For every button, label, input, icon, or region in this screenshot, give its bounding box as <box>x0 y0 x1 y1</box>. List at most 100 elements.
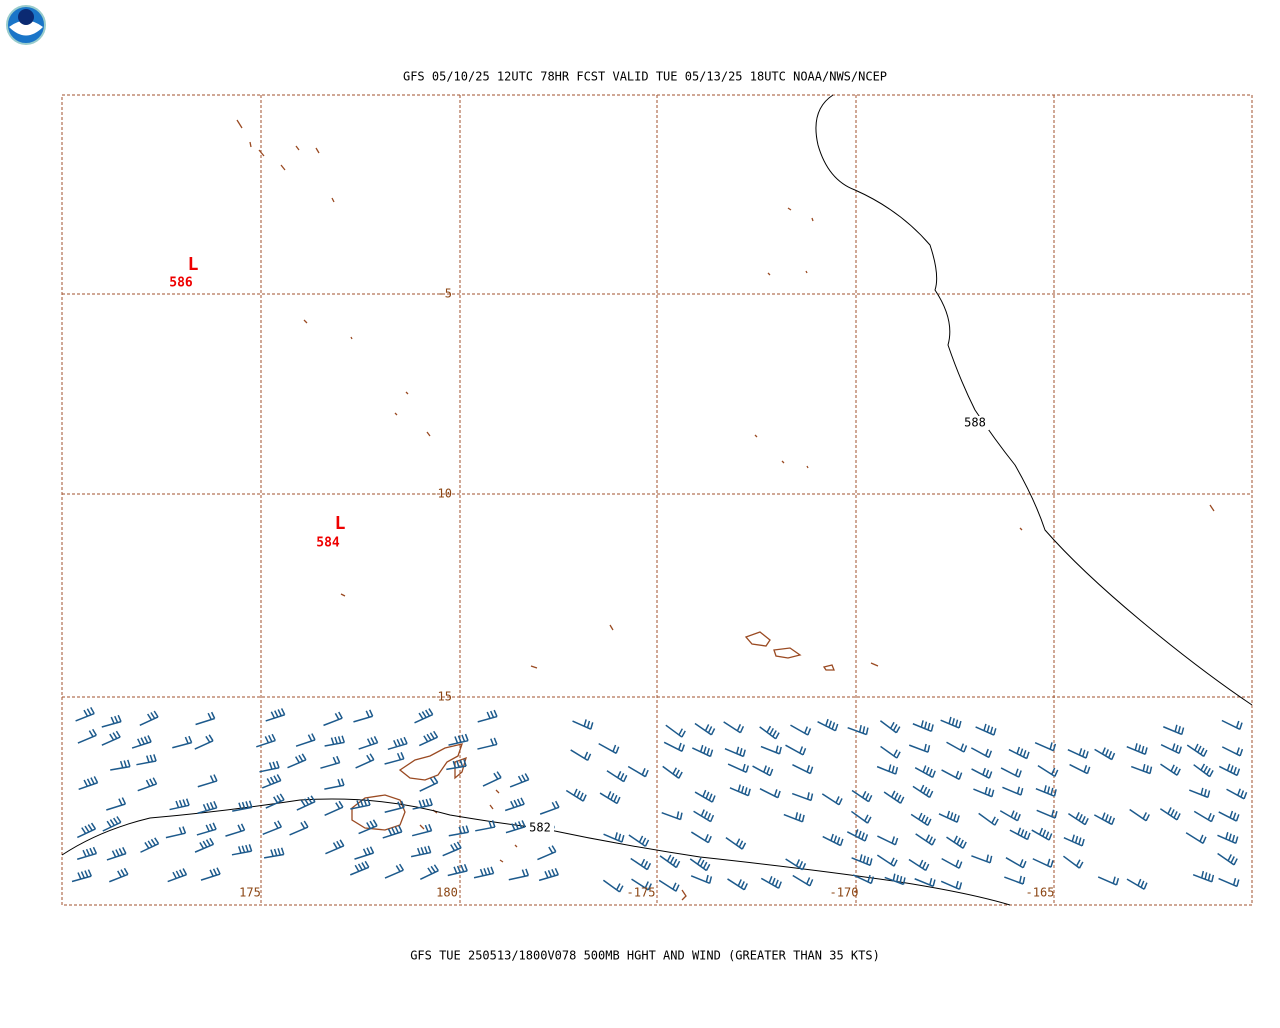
wind-barb <box>1221 746 1244 757</box>
contour-label: 588 <box>964 416 986 430</box>
wind-barb <box>1192 870 1215 883</box>
wind-barb <box>106 797 127 811</box>
wind-barb <box>263 847 285 859</box>
wind-barb <box>1067 748 1089 759</box>
wind-barb <box>106 846 127 861</box>
wind-barb <box>908 858 930 872</box>
wind-barb <box>197 774 218 788</box>
wind-barb <box>136 754 157 766</box>
wind-barb <box>384 863 404 879</box>
wind-barb <box>724 746 746 758</box>
wind-barb <box>846 829 869 842</box>
wind-barb <box>565 788 587 802</box>
wind-barb <box>194 734 214 750</box>
wind-barb <box>194 837 215 853</box>
wind-barb <box>110 759 131 771</box>
wind-barb <box>473 866 495 879</box>
wind-barb <box>1094 747 1116 761</box>
wind-barb <box>538 868 559 882</box>
wind-barb <box>505 820 526 834</box>
wind-barb <box>1063 855 1084 869</box>
wind-barb <box>387 736 408 751</box>
wind-barb <box>419 776 439 792</box>
wind-barb <box>790 724 812 736</box>
wind-barb <box>131 735 152 749</box>
wind-barb <box>1193 763 1214 778</box>
wind-barb <box>195 711 216 726</box>
wind-barb <box>631 878 652 891</box>
wind-barb <box>382 825 403 839</box>
wind-barb <box>448 733 469 746</box>
wind-barb <box>606 770 628 783</box>
wind-barb <box>1186 743 1208 757</box>
wind-barb <box>1130 763 1153 775</box>
wind-barb <box>261 774 282 789</box>
wind-barb <box>914 877 936 888</box>
wind-barb <box>603 832 625 843</box>
wind-barb <box>232 800 253 812</box>
map-title: GFS 05/10/25 12UTC 78HR FCST VALID TUE 0… <box>403 70 887 84</box>
wind-barb <box>938 810 960 823</box>
wind-barb <box>1185 832 1207 844</box>
contour-label-bg <box>526 821 554 835</box>
wind-barb <box>1093 812 1116 826</box>
wind-barb <box>851 789 873 803</box>
wind-barb <box>102 816 122 832</box>
wind-barb <box>1160 763 1181 776</box>
wind-barb <box>537 845 557 861</box>
wind-barb <box>1129 808 1150 822</box>
wind-barb <box>504 797 525 812</box>
wind-barb <box>477 737 498 750</box>
wind-barb <box>910 812 932 826</box>
wind-barb <box>941 857 963 869</box>
wind-barb <box>876 854 898 867</box>
wind-barb <box>752 765 774 777</box>
low-value: 584 <box>316 536 340 551</box>
wind-barb <box>442 841 462 857</box>
wind-barb <box>1069 763 1091 775</box>
wind-barb <box>792 764 814 775</box>
wind-barb <box>880 745 901 759</box>
wind-barb <box>821 793 843 806</box>
wind-barb <box>139 710 159 726</box>
latitude-label: -15 <box>430 690 452 704</box>
wind-barb <box>970 747 993 759</box>
wind-barb <box>1005 857 1027 869</box>
wind-barb <box>852 874 875 885</box>
wind-barb <box>101 730 121 746</box>
wind-barb <box>694 722 716 736</box>
wind-barb <box>941 769 963 780</box>
wind-barb <box>265 708 286 722</box>
wind-barb <box>196 822 217 836</box>
wind-barb <box>822 833 844 847</box>
wind-barb <box>1009 827 1031 841</box>
wind-barb <box>1159 807 1181 821</box>
wind-barb <box>665 724 686 738</box>
longitude-label: -175 <box>627 886 656 900</box>
wind-barb <box>448 825 470 837</box>
wind-barb <box>1032 858 1054 868</box>
wind-barb <box>262 820 282 836</box>
wind-barb <box>1218 763 1241 777</box>
wind-barb <box>1008 746 1030 760</box>
wind-barb <box>1034 742 1057 752</box>
wind-barb <box>973 786 995 798</box>
wind-barb <box>760 876 782 889</box>
latitude-label: -5 <box>438 287 452 301</box>
wind-barb <box>75 707 95 722</box>
wind-barb <box>169 798 190 811</box>
wind-barb <box>419 864 439 880</box>
wind-barb <box>287 753 307 769</box>
wind-barb <box>1002 786 1024 796</box>
longitude-label: 180 <box>436 886 458 900</box>
wind-barb <box>912 720 934 733</box>
longitude-label: -170 <box>830 886 859 900</box>
wind-barb <box>354 846 375 860</box>
wind-barb <box>1068 812 1089 826</box>
wind-barb <box>663 741 685 752</box>
wind-barb <box>628 834 650 847</box>
wind-barb <box>1221 719 1243 731</box>
wind-barb <box>883 790 905 804</box>
